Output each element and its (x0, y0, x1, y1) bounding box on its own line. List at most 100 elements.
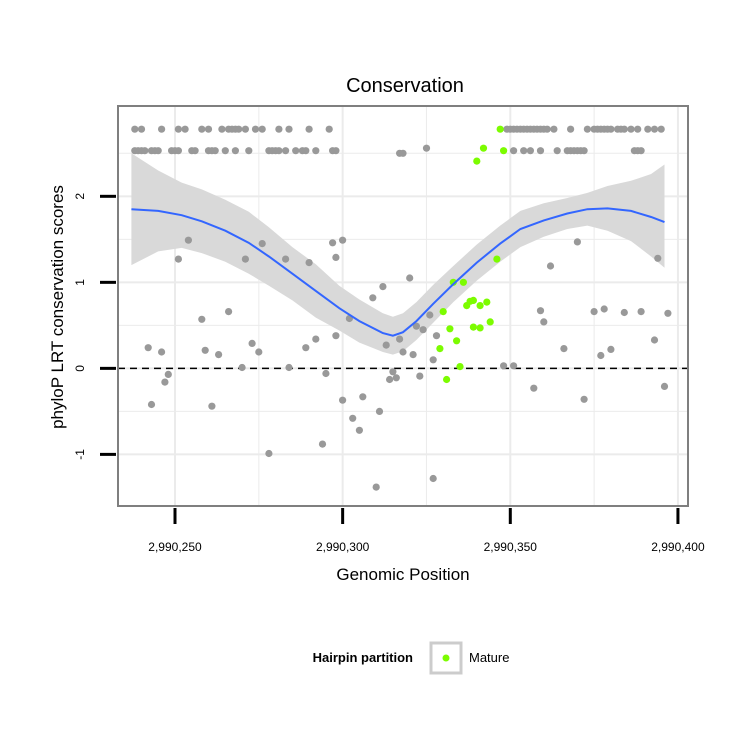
data-point (349, 414, 357, 422)
data-point (369, 294, 377, 302)
x-axis: 2,990,250 2,990,300 2,990,350 2,990,400 (148, 508, 705, 554)
data-point (241, 255, 249, 263)
data-point (238, 363, 246, 372)
data-point (137, 125, 146, 133)
data-point (302, 147, 310, 155)
data-point (158, 125, 166, 133)
x-tick-label: 2,990,400 (651, 540, 705, 554)
data-point (509, 362, 518, 370)
data-point (302, 344, 310, 352)
data-point (359, 393, 367, 401)
data-point (526, 147, 535, 155)
x-tick-label: 2,990,250 (148, 540, 202, 554)
data-point (161, 378, 169, 386)
mature-data-point (486, 318, 494, 326)
mature-data-point (439, 308, 447, 316)
data-point (251, 125, 260, 133)
data-point (332, 147, 340, 155)
data-point (265, 449, 273, 458)
y-tick-label: 1 (73, 279, 87, 286)
data-point (553, 147, 561, 155)
data-point (282, 147, 290, 155)
panel-border (117, 105, 689, 507)
y-tick-label: 2 (73, 193, 87, 200)
data-point (255, 348, 263, 356)
data-point (550, 125, 558, 133)
legend-title: Hairpin partition (313, 650, 413, 665)
mature-data-point (446, 325, 454, 333)
y-axis: -1 0 1 2 (73, 193, 116, 460)
mature-data-point (479, 144, 488, 152)
data-point (245, 147, 253, 155)
mature-data-point (469, 296, 477, 304)
data-point (567, 125, 575, 133)
data-point (355, 426, 363, 434)
data-point (174, 255, 182, 263)
plot-panel (117, 105, 689, 507)
mature-data-point (493, 255, 501, 263)
data-point (543, 125, 551, 133)
data-point (305, 259, 313, 267)
mature-data-point (453, 337, 461, 345)
legend-label-mature: Mature (469, 650, 509, 665)
data-point (560, 345, 568, 353)
data-point (375, 407, 384, 415)
data-point (396, 335, 404, 343)
data-point (426, 311, 434, 319)
data-point (198, 315, 206, 323)
mature-data-point (500, 147, 508, 155)
data-point (248, 339, 256, 347)
mature-data-point (449, 278, 457, 286)
data-point (258, 240, 266, 248)
data-point (422, 144, 431, 152)
data-point (392, 374, 400, 382)
data-point (536, 307, 545, 315)
legend-key-mature (442, 654, 450, 662)
data-point (386, 375, 394, 384)
data-point (573, 238, 582, 246)
data-point (211, 147, 219, 155)
data-point (416, 372, 424, 380)
data-point (141, 147, 149, 155)
mature-data-point (456, 363, 464, 371)
data-point (131, 125, 139, 133)
data-point (597, 351, 605, 360)
data-point (322, 369, 330, 378)
data-point (154, 147, 162, 155)
y-axis-title: phyloP LRT conservation scores (48, 185, 67, 429)
data-point (607, 125, 615, 133)
data-point (409, 351, 417, 359)
data-point (399, 149, 407, 157)
mature-data-point (476, 302, 484, 310)
data-point (208, 402, 216, 410)
chart-title: Conservation (346, 75, 464, 97)
data-point (174, 147, 182, 155)
data-point (225, 308, 233, 316)
data-point (620, 308, 628, 317)
mature-data-point (496, 125, 504, 133)
y-tick-label: -1 (73, 449, 87, 460)
data-point (399, 348, 407, 356)
data-point (339, 396, 347, 404)
data-point (285, 363, 293, 372)
data-point (215, 351, 223, 359)
data-point (144, 344, 152, 352)
mature-data-point (473, 157, 481, 165)
data-point (312, 335, 320, 343)
data-point (318, 440, 327, 448)
data-point (285, 125, 293, 133)
data-point (201, 346, 209, 354)
panel-background (118, 106, 688, 506)
data-point (282, 255, 290, 263)
data-point (191, 147, 199, 155)
data-point (412, 322, 420, 330)
data-point (406, 274, 414, 282)
data-point (432, 332, 441, 340)
mature-data-point (459, 278, 467, 286)
confidence-ribbon (131, 153, 665, 355)
data-point (235, 125, 243, 133)
data-point (657, 125, 665, 133)
data-point (164, 370, 172, 378)
data-point (184, 236, 192, 244)
